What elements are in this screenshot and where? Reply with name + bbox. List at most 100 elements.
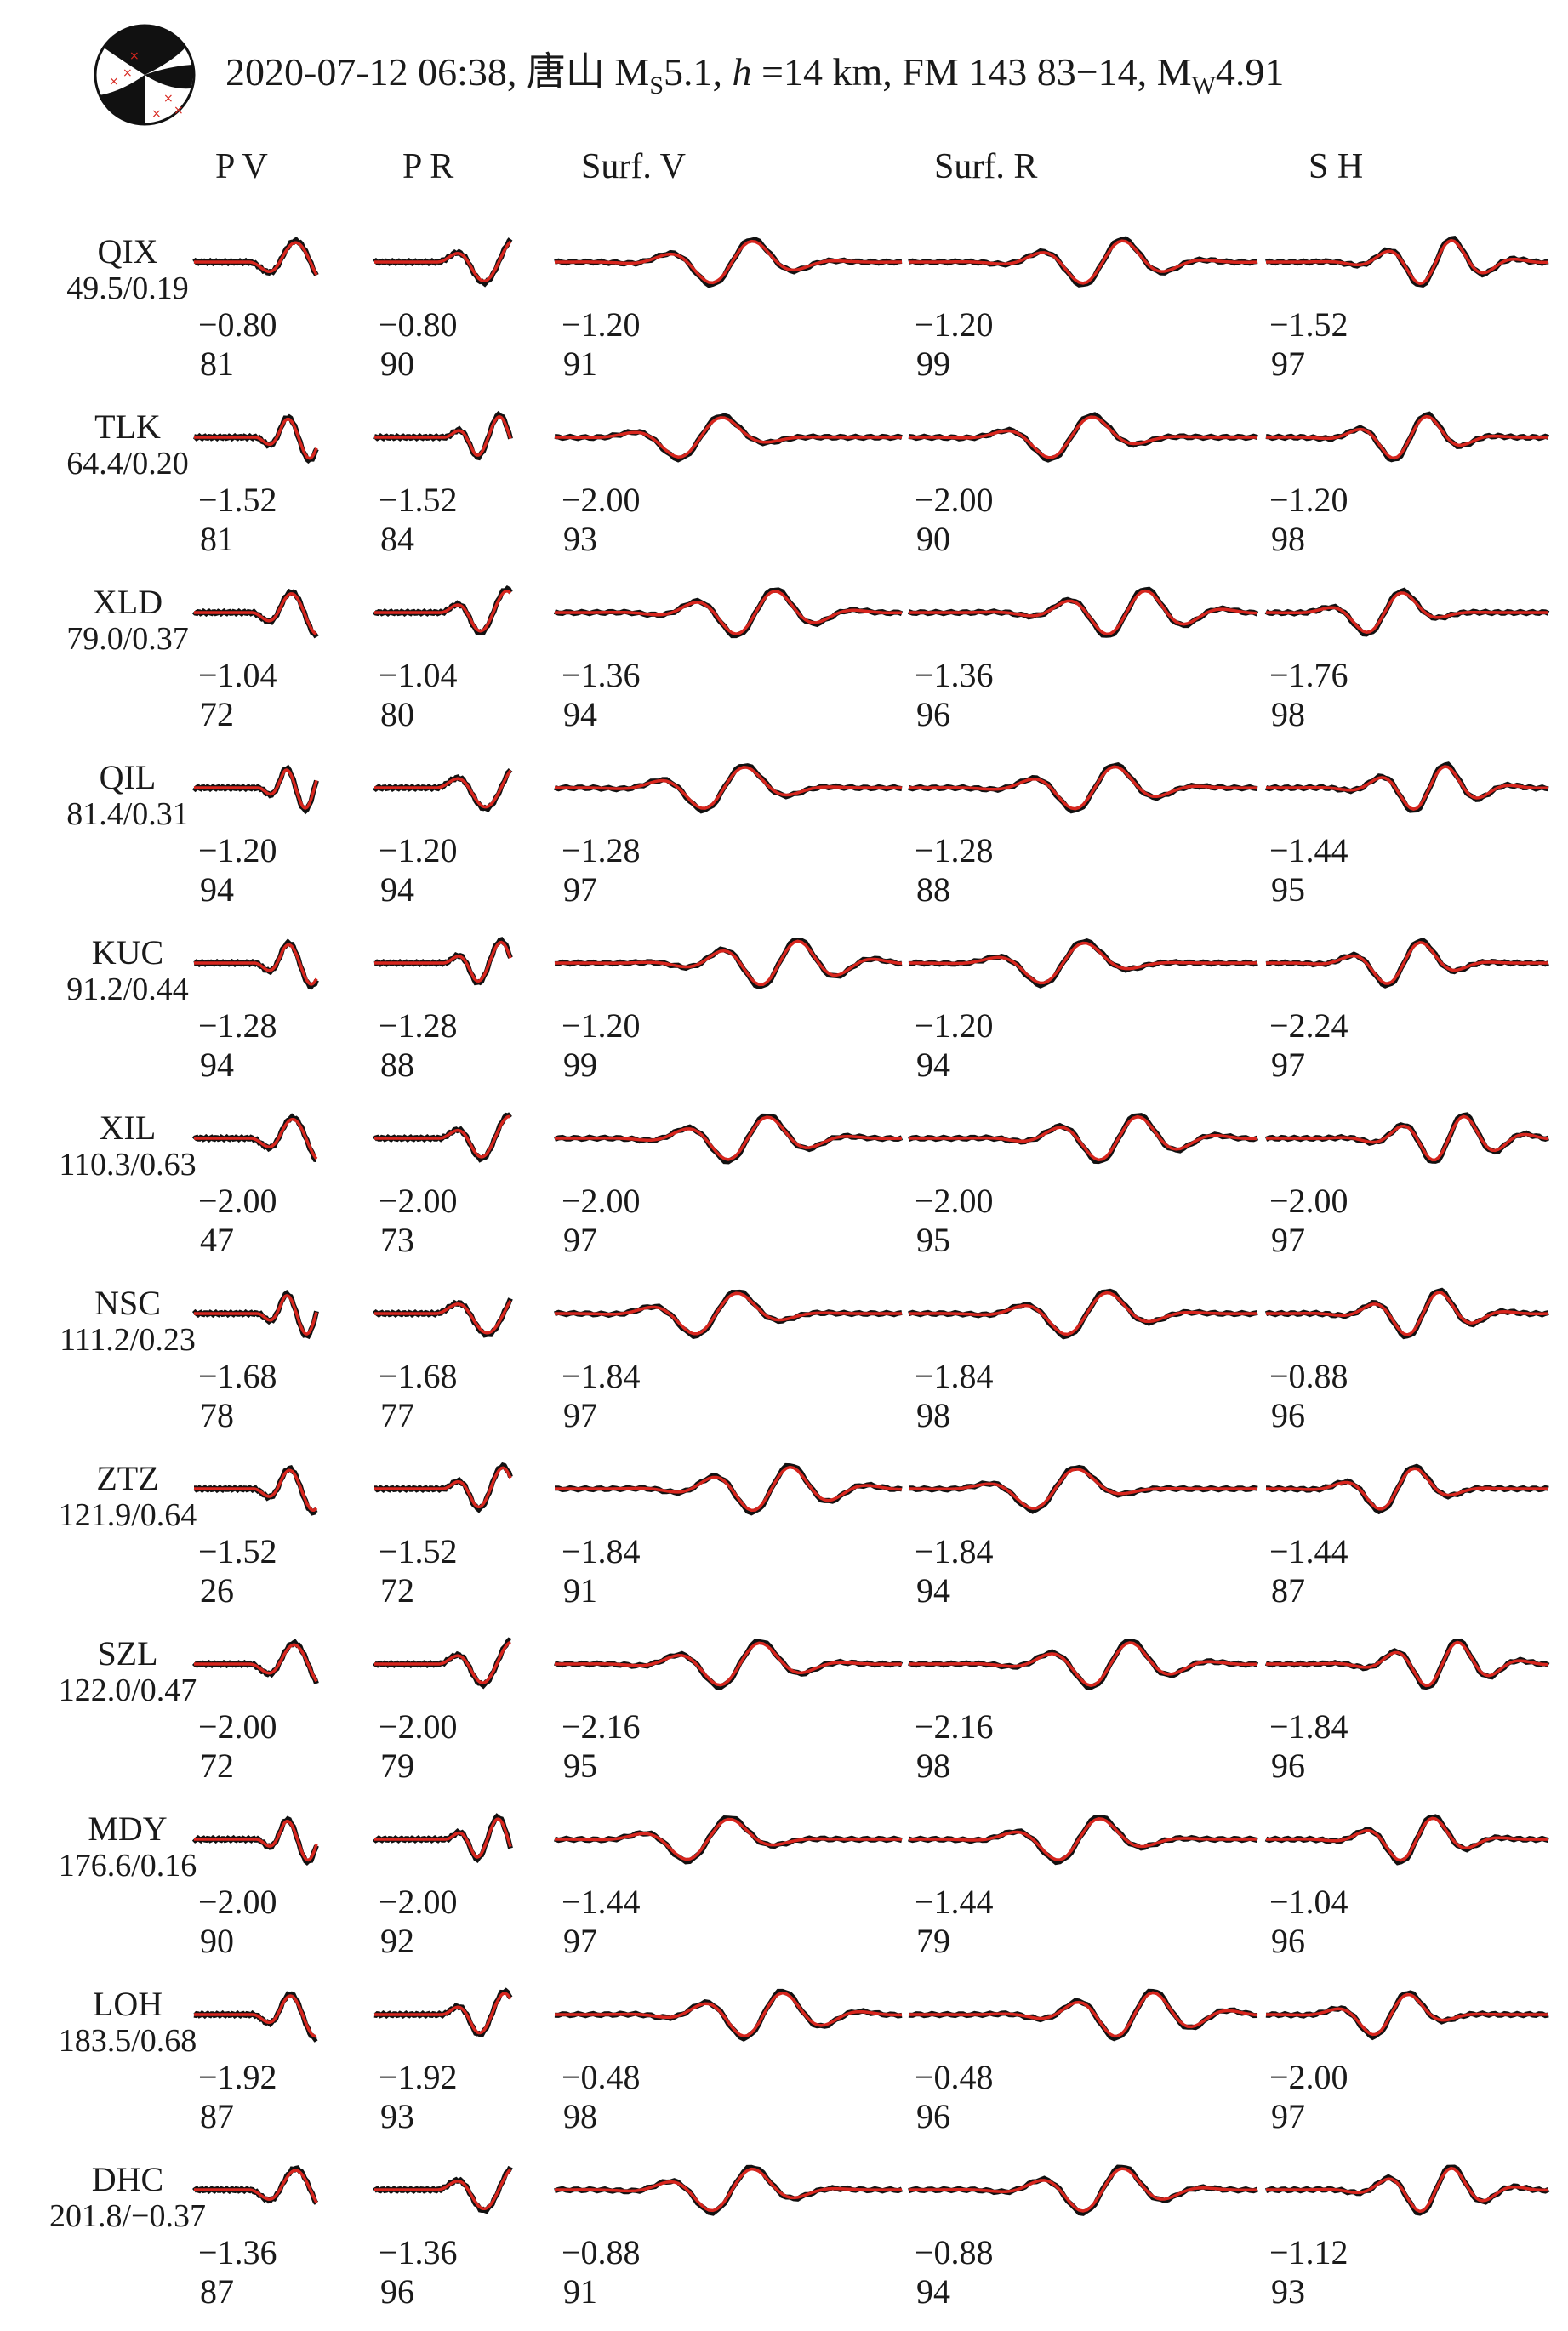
correlation-value: 94	[200, 1046, 234, 1084]
synthetic-trace	[1266, 238, 1548, 286]
correlation-value: 99	[916, 345, 950, 383]
time-shift-value: −1.12	[1269, 2233, 1348, 2271]
time-shift-value: −1.68	[198, 1357, 277, 1395]
station-distance-azimuth: 49.5/0.19	[66, 271, 189, 306]
svg-text:×: ×	[109, 75, 119, 88]
svg-text:×: ×	[123, 66, 133, 80]
figure-title: 2020-07-12 06:38, 唐山 MS5.1, h =14 km, FM…	[225, 41, 1284, 100]
time-shift-value: −1.76	[1269, 656, 1348, 694]
correlation-value: 87	[200, 2097, 234, 2135]
station-label: TLK 64.4/0.20	[30, 407, 225, 481]
time-shift-value: −0.80	[198, 305, 277, 344]
correlation-value: 26	[200, 1571, 234, 1610]
correlation-value: 97	[563, 870, 597, 909]
correlation-value: 97	[563, 1396, 597, 1434]
station-distance-azimuth: 176.6/0.16	[58, 1848, 197, 1884]
svg-text:×: ×	[163, 92, 174, 105]
correlation-value: 91	[563, 1571, 597, 1610]
correlation-value: 90	[380, 345, 414, 383]
synthetic-trace	[374, 1466, 512, 1509]
synthetic-trace	[194, 592, 317, 636]
time-shift-value: −1.92	[198, 2058, 277, 2096]
svg-text:×: ×	[174, 104, 184, 117]
event-place: 唐山	[526, 50, 605, 94]
correlation-value: 98	[1271, 520, 1305, 558]
correlation-value: 87	[200, 2272, 234, 2311]
correlation-value: 81	[200, 520, 234, 558]
station-code: LOH	[92, 1985, 163, 2023]
synthetic-trace	[374, 1817, 512, 1859]
time-shift-value: −2.00	[379, 1883, 458, 1921]
correlation-value: 87	[1271, 1571, 1305, 1610]
station-label: QIX 49.5/0.19	[30, 235, 225, 305]
synthetic-trace	[555, 939, 903, 987]
station-code: XLD	[92, 583, 163, 621]
station-label: NSC 111.2/0.23	[30, 1286, 225, 1357]
station-code: TLK	[94, 407, 161, 446]
synthetic-trace	[555, 2167, 902, 2213]
correlation-value: 79	[916, 1922, 950, 1960]
correlation-value: 95	[1271, 870, 1305, 909]
correlation-value: 78	[200, 1396, 234, 1434]
synthetic-trace	[374, 769, 512, 809]
time-shift-value: −2.00	[1269, 1182, 1348, 1220]
column-header-pr: P R	[402, 147, 454, 186]
time-shift-value: −2.16	[562, 1707, 641, 1746]
time-shift-value: −1.20	[562, 305, 641, 344]
time-shift-value: −2.00	[198, 1182, 277, 1220]
correlation-value: 91	[563, 2272, 597, 2311]
correlation-value: 92	[380, 1922, 414, 1960]
observed-trace	[373, 1987, 513, 2037]
time-shift-value: −1.52	[1269, 305, 1348, 344]
synthetic-trace	[1266, 591, 1548, 634]
synthetic-trace	[194, 1117, 318, 1160]
time-shift-value: −1.20	[198, 831, 277, 869]
synthetic-trace	[909, 1817, 1257, 1861]
correlation-value: 73	[380, 1221, 414, 1259]
time-shift-value: −1.36	[915, 656, 994, 694]
correlation-value: 88	[916, 870, 950, 909]
station-distance-azimuth: 183.5/0.68	[58, 2023, 197, 2059]
time-shift-value: −1.44	[562, 1883, 641, 1921]
synthetic-trace	[555, 1991, 902, 2038]
correlation-value: 98	[916, 1747, 950, 1785]
synthetic-trace	[374, 2168, 512, 2211]
correlation-value: 94	[916, 1571, 950, 1610]
synthetic-trace	[555, 416, 902, 459]
synthetic-trace	[909, 941, 1257, 985]
time-shift-value: −1.92	[379, 2058, 458, 2096]
time-shift-value: −1.04	[379, 656, 458, 694]
synthetic-trace	[555, 1465, 903, 1513]
correlation-value: 79	[380, 1747, 414, 1785]
time-shift-value: −1.20	[915, 305, 994, 344]
station-code: SZL	[97, 1634, 158, 1673]
station-label: MDY 176.6/0.16	[30, 1812, 225, 1884]
synthetic-trace	[909, 415, 1257, 459]
correlation-value: 97	[1271, 1046, 1305, 1084]
station-label: XIL 110.3/0.63	[30, 1111, 225, 1182]
synthetic-trace	[194, 1643, 318, 1683]
correlation-value: 91	[563, 345, 597, 383]
synthetic-trace	[194, 943, 318, 986]
synthetic-trace	[374, 1300, 512, 1335]
time-shift-value: −1.44	[1269, 1532, 1348, 1570]
correlation-value: 94	[563, 695, 597, 733]
synthetic-trace	[374, 590, 512, 633]
correlation-value: 93	[563, 520, 597, 558]
synthetic-trace	[1266, 1816, 1549, 1862]
station-code: DHC	[91, 2160, 164, 2198]
station-code: KUC	[91, 933, 164, 972]
time-shift-value: −2.00	[562, 1182, 641, 1220]
time-shift-value: −1.44	[915, 1883, 994, 1921]
synthetic-trace	[909, 1291, 1257, 1336]
time-shift-value: −2.00	[915, 481, 994, 519]
synthetic-trace	[194, 768, 318, 810]
time-shift-value: −0.80	[379, 305, 458, 344]
synthetic-trace	[374, 1640, 511, 1684]
column-header-sh: S H	[1309, 147, 1364, 186]
correlation-value: 90	[200, 1922, 234, 1960]
synthetic-trace	[909, 589, 1258, 636]
synthetic-trace	[555, 1115, 902, 1161]
